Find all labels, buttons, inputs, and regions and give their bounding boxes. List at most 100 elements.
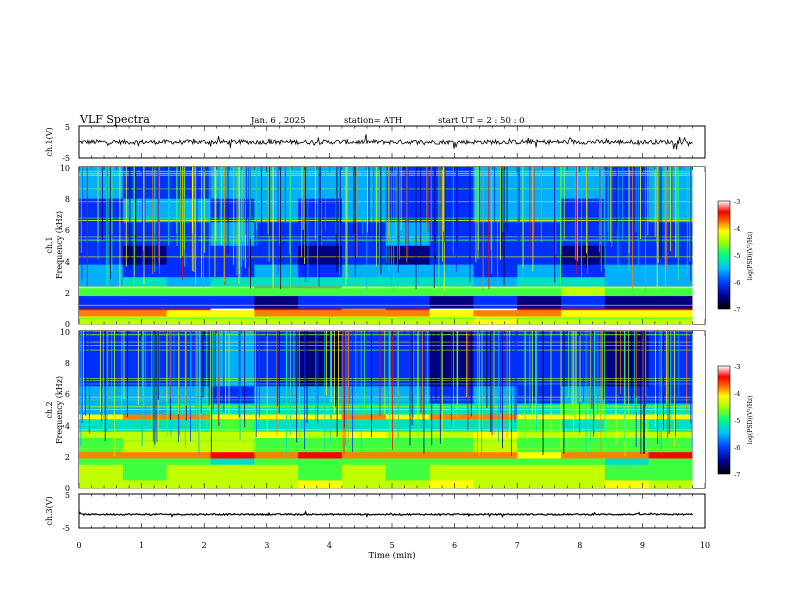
- spectrogram-band-cell: [122, 403, 168, 415]
- spectrogram-band-cell: [473, 245, 518, 265]
- spectrogram-band-cell: [341, 451, 387, 459]
- ch2-freq-tick-6: 6: [65, 390, 70, 399]
- spectrogram-band-cell: [561, 431, 606, 439]
- spectrogram-band-cell: [473, 276, 518, 287]
- spectrogram-band-cell: [210, 431, 255, 439]
- spectrogram-band-cell: [341, 276, 387, 287]
- spectrogram-band-cell: [79, 308, 124, 311]
- spectrogram-band-cell: [385, 385, 431, 404]
- spectrogram-band-cell: [561, 480, 606, 489]
- spectrogram-band-cell: [254, 451, 299, 459]
- spectrogram-band-cell: [254, 295, 299, 309]
- spectrogram-band-cell: [561, 264, 606, 278]
- spectrogram-band-cell: [210, 385, 255, 404]
- spectrogram-band-cell: [561, 221, 606, 246]
- spectrogram-band-cell: [385, 451, 431, 459]
- ch2-colorbar-tick--5: -5: [734, 417, 740, 425]
- spectrogram-band-cell: [166, 276, 211, 287]
- spectrogram-band-cell: [298, 295, 343, 309]
- ch3-waveform-frame: [78, 493, 706, 529]
- spectrogram-band-cell: [210, 418, 255, 432]
- spectrogram-band-cell: [429, 464, 474, 481]
- ch1-spectrogram-ylabel-line1: ch.1: [45, 236, 54, 253]
- spectrogram-band-cell: [385, 286, 431, 289]
- spectrogram-band-cell: [385, 287, 431, 297]
- spectrogram-band-cell: [341, 295, 387, 309]
- spectrogram-band-cell: [166, 437, 211, 453]
- spectrogram-no-data: [692, 331, 705, 488]
- spectrogram-band-cell: [166, 295, 211, 309]
- ch1-freq-tick-10: 10: [60, 164, 70, 173]
- ch2-freq-tick-8: 8: [65, 359, 70, 368]
- spectrogram-band-cell: [122, 385, 168, 404]
- spectrogram-band-cell: [561, 437, 606, 453]
- spectrogram-band-cell: [561, 295, 606, 309]
- spectrogram-band-cell: [561, 464, 606, 481]
- ch1-spectrogram-image: [79, 167, 705, 325]
- spectrogram-band-cell: [210, 308, 255, 311]
- spectrogram-band-cell: [166, 414, 211, 420]
- spectrogram-band-cell: [122, 287, 168, 297]
- spectrogram-band-cell: [210, 414, 255, 420]
- spectrogram-band-cell: [604, 308, 650, 311]
- spectrogram-band-cell: [79, 286, 124, 289]
- spectrogram-band-cell: [298, 276, 343, 287]
- spectrogram-band-cell: [79, 437, 124, 453]
- ch2-freq-tick-0: 0: [65, 484, 70, 493]
- spectrogram-band-cell: [254, 458, 299, 465]
- spectrogram-band-cell: [648, 287, 693, 297]
- spectrogram-band-cell: [254, 287, 299, 297]
- spectrogram-band-cell: [561, 451, 606, 459]
- spectrogram-band-cell: [341, 198, 387, 223]
- spectrogram-band-cell: [79, 403, 124, 415]
- spectrogram-band-cell: [429, 167, 474, 199]
- spectrogram-band-cell: [517, 431, 562, 439]
- spectrogram-band-cell: [385, 480, 431, 489]
- spectrogram-band-cell: [341, 316, 387, 325]
- time-tick-label: 6: [452, 541, 457, 550]
- spectrogram-band-cell: [604, 431, 650, 439]
- spectrogram-band-cell: [429, 264, 474, 278]
- spectrogram-band-cell: [473, 451, 518, 459]
- spectrogram-band-cell: [298, 286, 343, 289]
- spectrogram-band-cell: [166, 308, 211, 311]
- spectrogram-band-cell: [254, 309, 299, 317]
- spectrogram-band-cell: [561, 403, 606, 415]
- spectrogram-band-cell: [517, 286, 562, 289]
- spectrogram-band-cell: [122, 458, 168, 465]
- spectrogram-band-cell: [429, 295, 474, 309]
- spectrogram-band-cell: [517, 287, 562, 297]
- spectrogram-band-cell: [341, 287, 387, 297]
- spectrogram-band-cell: [341, 245, 387, 265]
- ch2-colorbar-tick--6: -6: [734, 444, 740, 452]
- spectrogram-band-cell: [298, 308, 343, 311]
- spectrogram-band-cell: [210, 309, 255, 317]
- spectrogram-band-cell: [341, 309, 387, 317]
- spectrogram-band-cell: [648, 316, 693, 325]
- spectrogram-band-cell: [79, 385, 124, 404]
- spectrogram-band-cell: [166, 264, 211, 278]
- spectrogram-band-cell: [122, 295, 168, 309]
- spectrogram-band-cell: [604, 331, 650, 387]
- spectrogram-band-cell: [385, 308, 431, 311]
- spectrogram-band-cell: [561, 316, 606, 325]
- time-tick-label: 9: [640, 541, 645, 550]
- time-tick-label: 8: [577, 541, 582, 550]
- spectrogram-band-cell: [473, 295, 518, 309]
- spectrogram-band-cell: [473, 414, 518, 420]
- time-tick-label: 2: [202, 541, 207, 550]
- spectrogram-band-cell: [648, 295, 693, 309]
- spectrogram-band-cell: [298, 287, 343, 297]
- spectrogram-band-cell: [429, 458, 474, 465]
- spectrogram-band-cell: [648, 286, 693, 289]
- spectrogram-band-cell: [341, 286, 387, 289]
- ch1-waveform-panel: 5 -5 ch.1(V): [45, 123, 706, 163]
- spectrogram-band-cell: [473, 316, 518, 325]
- spectrogram-band-cell: [210, 480, 255, 489]
- spectrogram-band-cell: [210, 264, 255, 278]
- ch2-spectrogram-ylabel-line2: Frequency (kHz): [55, 376, 64, 444]
- spectrogram-band-cell: [648, 464, 693, 481]
- spectrogram-band-cell: [166, 309, 211, 317]
- spectrogram-band-cell: [517, 437, 562, 453]
